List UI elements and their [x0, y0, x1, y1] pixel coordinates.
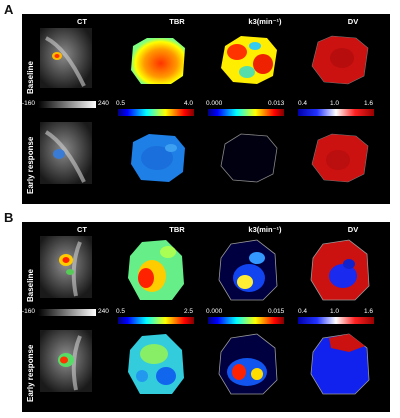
row-label-early-response: Early response	[26, 344, 35, 402]
tbr-map-early-response	[131, 134, 185, 182]
panel-b: CT TBR k3(min⁻¹) DV Baseline Early respo…	[22, 222, 390, 412]
tick-dv-mid-a: 1.0	[330, 100, 340, 107]
tick-ct-max-b: 240	[98, 308, 109, 315]
tick-dv-min-b: 0.4	[298, 308, 308, 315]
col-title-dv: DV	[347, 225, 359, 234]
row-label-early-response: Early response	[26, 136, 35, 194]
tbr-map-baseline	[128, 240, 184, 300]
tick-tbr-max-a: 4.0	[184, 100, 194, 107]
col-title-ct: CT	[77, 225, 87, 234]
row-label-baseline: Baseline	[26, 61, 35, 94]
dv-map-early-response	[310, 333, 370, 395]
colorbar-k3-a	[208, 109, 284, 116]
col-title-tbr: TBR	[169, 17, 185, 26]
row-label-baseline: Baseline	[26, 269, 35, 302]
colorbar-tbr-b	[118, 317, 194, 324]
tick-dv-mid-b: 1.0	[330, 308, 340, 315]
colorbar-tbr-a	[118, 109, 194, 116]
tbr-map-baseline	[131, 38, 185, 84]
dv-map-early-response	[311, 133, 369, 183]
panel-a: CT TBR k3(min⁻¹) DV Baseline Early respo…	[22, 14, 390, 204]
k3-map-early-response	[218, 333, 278, 395]
panel-b-letter: B	[4, 210, 14, 225]
tbr-map-early-response	[128, 334, 184, 394]
ct-image-baseline	[40, 236, 92, 298]
tick-dv-max-b: 1.6	[364, 308, 374, 315]
colorbar-ct-a	[38, 101, 96, 108]
k3-map-baseline	[218, 239, 278, 301]
dv-map-baseline	[311, 35, 369, 85]
k3-map-early-response	[220, 133, 278, 183]
tick-tbr-min-b: 0.5	[116, 308, 126, 315]
col-title-ct: CT	[77, 17, 87, 26]
panel-a-letter: A	[4, 2, 14, 17]
tick-ct-min-b: -160	[22, 308, 36, 315]
tick-k3-max-a: 0.013	[268, 100, 285, 107]
tick-k3-max-b: 0.015	[268, 308, 285, 315]
ct-image-early-response	[40, 122, 92, 184]
tick-k3-min-a: 0.000	[206, 100, 223, 107]
tick-ct-min-a: -160	[22, 100, 36, 107]
col-title-tbr: TBR	[169, 225, 185, 234]
ct-image-early-response	[40, 330, 92, 392]
ct-image-baseline	[40, 28, 92, 88]
tick-tbr-min-a: 0.5	[116, 100, 126, 107]
colorbar-ct-b	[38, 309, 96, 316]
tick-ct-max-a: 240	[98, 100, 109, 107]
colorbar-k3-b	[208, 317, 284, 324]
tick-k3-min-b: 0.000	[206, 308, 223, 315]
k3-map-baseline	[221, 36, 277, 84]
col-title-k3: k3(min⁻¹)	[248, 225, 282, 234]
colorbar-dv-b	[298, 317, 374, 324]
dv-map-baseline	[310, 239, 370, 301]
tick-dv-max-a: 1.6	[364, 100, 374, 107]
tick-tbr-max-b: 2.5	[184, 308, 194, 315]
col-title-k3: k3(min⁻¹)	[248, 17, 282, 26]
tick-dv-min-a: 0.4	[298, 100, 308, 107]
colorbar-dv-a	[298, 109, 374, 116]
col-title-dv: DV	[347, 17, 359, 26]
